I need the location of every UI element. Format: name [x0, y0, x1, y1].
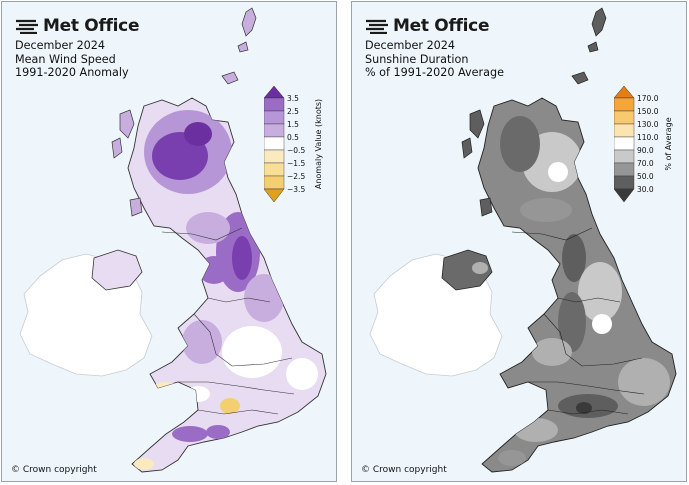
lough-neagh-shade [472, 262, 488, 274]
colorbar-band [614, 97, 635, 112]
colorbar-band [614, 136, 635, 151]
legend-tick: −1.5 [287, 159, 305, 168]
colorbar-max-arrow [264, 86, 285, 99]
colorbar-band [614, 123, 635, 138]
northern-ireland-region [441, 249, 493, 291]
colorbar-band [264, 175, 285, 190]
legend-tick: 90.0 [637, 146, 654, 155]
colorbar-min-arrow [614, 188, 635, 203]
legend-tick: 110.0 [637, 133, 659, 142]
legend-tick: 3.5 [287, 94, 299, 103]
title-line-2: Sunshine Duration [365, 52, 469, 66]
legend-tick: −2.5 [287, 172, 305, 181]
northern-isles [111, 7, 257, 217]
wind-speed-anomaly-panel: Met Office December 2024 Mean Wind Speed… [1, 1, 337, 482]
title-line-1: December 2024 [365, 39, 456, 52]
legend-tick: −0.5 [287, 146, 305, 155]
legend-label: % of Average [664, 117, 673, 170]
region-borders [161, 227, 295, 415]
legend-tick: 70.0 [637, 159, 654, 168]
legend-tick: 1.5 [287, 120, 299, 129]
sunshine-colorbar: 170.0 150.0 130.0 110.0 90.0 70.0 50.0 3… [614, 86, 673, 203]
brand-name: Met Office [43, 16, 140, 36]
colorbar-band [264, 97, 285, 112]
title-line-1: December 2024 [15, 39, 106, 52]
sunshine-legend: 170.0 150.0 130.0 110.0 90.0 70.0 50.0 3… [614, 86, 678, 218]
copyright-notice: © Crown copyright [11, 465, 97, 475]
title-line-3: 1991-2020 Anomaly [15, 66, 129, 79]
colorbar-band [264, 162, 285, 177]
wind-anomaly-shading [134, 110, 318, 470]
met-office-logo-icon [16, 19, 38, 34]
met-office-logo-icon [366, 19, 388, 34]
legend-tick: 130.0 [637, 120, 659, 129]
wind-anomaly-map [19, 7, 327, 473]
colorbar-band [614, 149, 635, 164]
colorbar-band [264, 123, 285, 138]
colorbar-band [264, 110, 285, 125]
legend-tick: −3.5 [287, 185, 305, 194]
colorbar-band [614, 110, 635, 125]
legend-tick: 150.0 [637, 107, 659, 116]
legend-tick: 2.5 [287, 107, 299, 116]
brand-name: Met Office [393, 16, 490, 36]
colorbar-band [264, 136, 285, 151]
legend-tick: 170.0 [637, 94, 659, 103]
legend-label: Anomaly Value (knots) [314, 99, 323, 189]
legend-tick: 0.5 [287, 133, 299, 142]
met-office-logo: Met Office [14, 14, 139, 38]
colorbar-max-arrow [614, 86, 635, 99]
sunshine-duration-panel: Met Office December 2024 Sunshine Durati… [351, 1, 687, 482]
legend-tick: 30.0 [637, 185, 654, 194]
northern-ireland-region [91, 249, 143, 291]
northern-isles [461, 7, 607, 217]
wind-anomaly-colorbar: 3.5 2.5 1.5 0.5 −0.5 −1.5 −2.5 −3.5 Anom… [264, 86, 323, 203]
colorbar-band [614, 162, 635, 177]
wind-anomaly-legend: 3.5 2.5 1.5 0.5 −0.5 −1.5 −2.5 −3.5 Anom… [264, 86, 328, 218]
title-line-3: % of 1991-2020 Average [365, 66, 505, 79]
sunshine-map [369, 7, 677, 473]
met-office-logo: Met Office [364, 14, 489, 38]
legend-tick: 50.0 [637, 172, 654, 181]
colorbar-min-arrow [264, 188, 285, 203]
colorbar-band [614, 175, 635, 190]
title-line-2: Mean Wind Speed [15, 52, 116, 66]
map-title: December 2024 Mean Wind Speed 1991-2020 … [15, 39, 129, 80]
copyright-notice: © Crown copyright [361, 465, 447, 475]
map-title: December 2024 Sunshine Duration % of 199… [365, 39, 504, 80]
colorbar-band [264, 149, 285, 164]
region-borders [511, 227, 645, 415]
